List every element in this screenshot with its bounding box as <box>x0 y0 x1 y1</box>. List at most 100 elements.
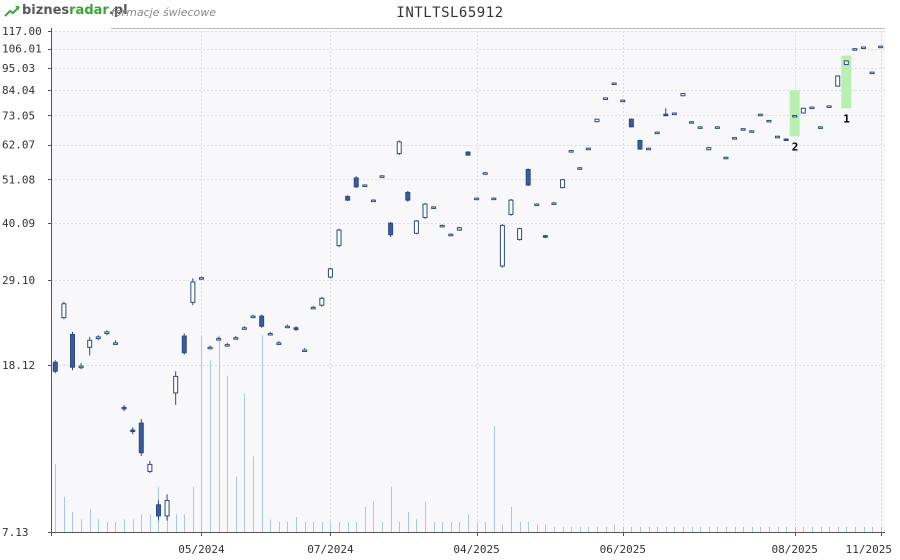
candle-body <box>379 175 385 178</box>
candle-body <box>723 156 729 160</box>
candle <box>456 226 462 231</box>
candle-body <box>499 224 505 267</box>
volume-bar <box>270 519 271 532</box>
candle-body <box>267 333 273 336</box>
candle-body <box>843 60 849 66</box>
candle-body <box>439 224 445 228</box>
candle-body <box>87 339 93 348</box>
candle-body <box>740 128 746 131</box>
volume-bar <box>571 526 572 532</box>
candle <box>379 175 385 178</box>
volume-bar <box>812 526 813 532</box>
volume-bar <box>769 526 770 532</box>
volume-bar <box>184 514 185 532</box>
volume-bar <box>649 526 650 532</box>
candle-body <box>508 199 514 215</box>
volume-bar <box>692 526 693 532</box>
candle <box>689 121 695 124</box>
volume-bar <box>821 526 822 532</box>
candle-body <box>568 150 574 153</box>
volume-bar <box>537 524 538 532</box>
candle <box>353 176 359 188</box>
candle-body <box>130 429 136 433</box>
volume-bar <box>752 526 753 532</box>
volume-bar <box>846 526 847 532</box>
candle-body <box>121 406 127 410</box>
candle-body <box>714 126 720 129</box>
candle <box>491 197 497 201</box>
candle-body <box>749 130 755 133</box>
candle-body <box>370 199 376 203</box>
candle-body <box>465 151 471 156</box>
volume-bar <box>520 521 521 532</box>
candle <box>835 75 841 87</box>
x-tick-label: 07/2024 <box>307 543 354 556</box>
volume-bar <box>167 514 168 532</box>
candle-body <box>766 119 772 123</box>
volume-bar <box>382 521 383 532</box>
candle-body <box>224 344 230 347</box>
volume-bar <box>511 506 512 532</box>
candle <box>431 206 437 209</box>
candle-body <box>405 191 411 201</box>
volume-bar <box>98 519 99 532</box>
candle <box>112 340 118 345</box>
volume-bar <box>563 526 564 532</box>
volume-bar <box>588 526 589 532</box>
volume-bar <box>219 335 220 532</box>
candle <box>654 131 660 135</box>
candles <box>52 45 884 521</box>
volume-bar <box>640 526 641 532</box>
header: biznes radar .pl formacje świecowe INTLTSL… <box>0 0 900 28</box>
candle-body <box>792 114 798 118</box>
volume-bar <box>735 526 736 532</box>
volume-bar <box>554 526 555 532</box>
candle <box>508 198 514 216</box>
volume-bar <box>133 519 134 532</box>
candle-body <box>757 113 763 117</box>
volume-bar <box>528 521 529 532</box>
candle <box>87 336 93 356</box>
volume-bar <box>434 521 435 532</box>
volume-bar <box>236 476 237 532</box>
candle <box>757 113 763 117</box>
pattern-marker-label: 1 <box>843 112 850 125</box>
volume-bar <box>391 486 392 532</box>
candle <box>396 140 402 156</box>
candle <box>370 199 376 203</box>
candle-body <box>362 184 368 188</box>
volume-bar <box>442 521 443 532</box>
volume-bar <box>485 521 486 532</box>
candle <box>95 335 101 341</box>
candle-body <box>250 315 256 319</box>
volume-bar <box>614 524 615 532</box>
candle <box>362 184 368 188</box>
candle <box>155 500 161 521</box>
candle-body <box>164 500 170 517</box>
volume-bar <box>864 526 865 532</box>
candle-body <box>611 82 617 86</box>
candle-body <box>826 105 832 108</box>
volume-bar <box>795 526 796 532</box>
candle-body <box>697 126 703 129</box>
candle <box>551 202 557 205</box>
grid-lines <box>51 31 885 533</box>
volume-bar <box>81 519 82 532</box>
chart-title: INTLTSL65912 <box>396 5 504 21</box>
volume-bar <box>477 521 478 532</box>
candle <box>792 114 798 118</box>
y-tick-label: 106.01 <box>2 43 42 56</box>
volume-bar <box>296 516 297 532</box>
x-tick-label: 11/2025 <box>846 543 892 556</box>
candle-body <box>809 106 815 110</box>
candle <box>147 460 153 474</box>
candle-body <box>293 327 299 330</box>
volume-bar <box>726 526 727 532</box>
candle-body <box>233 337 239 340</box>
volume-bar <box>339 521 340 532</box>
logo[interactable]: biznes radar .pl <box>4 3 128 18</box>
trend-arrow-icon <box>4 5 20 17</box>
x-tick-label: 08/2025 <box>772 543 818 556</box>
volume-bar <box>348 521 349 532</box>
candle-body <box>310 306 316 310</box>
